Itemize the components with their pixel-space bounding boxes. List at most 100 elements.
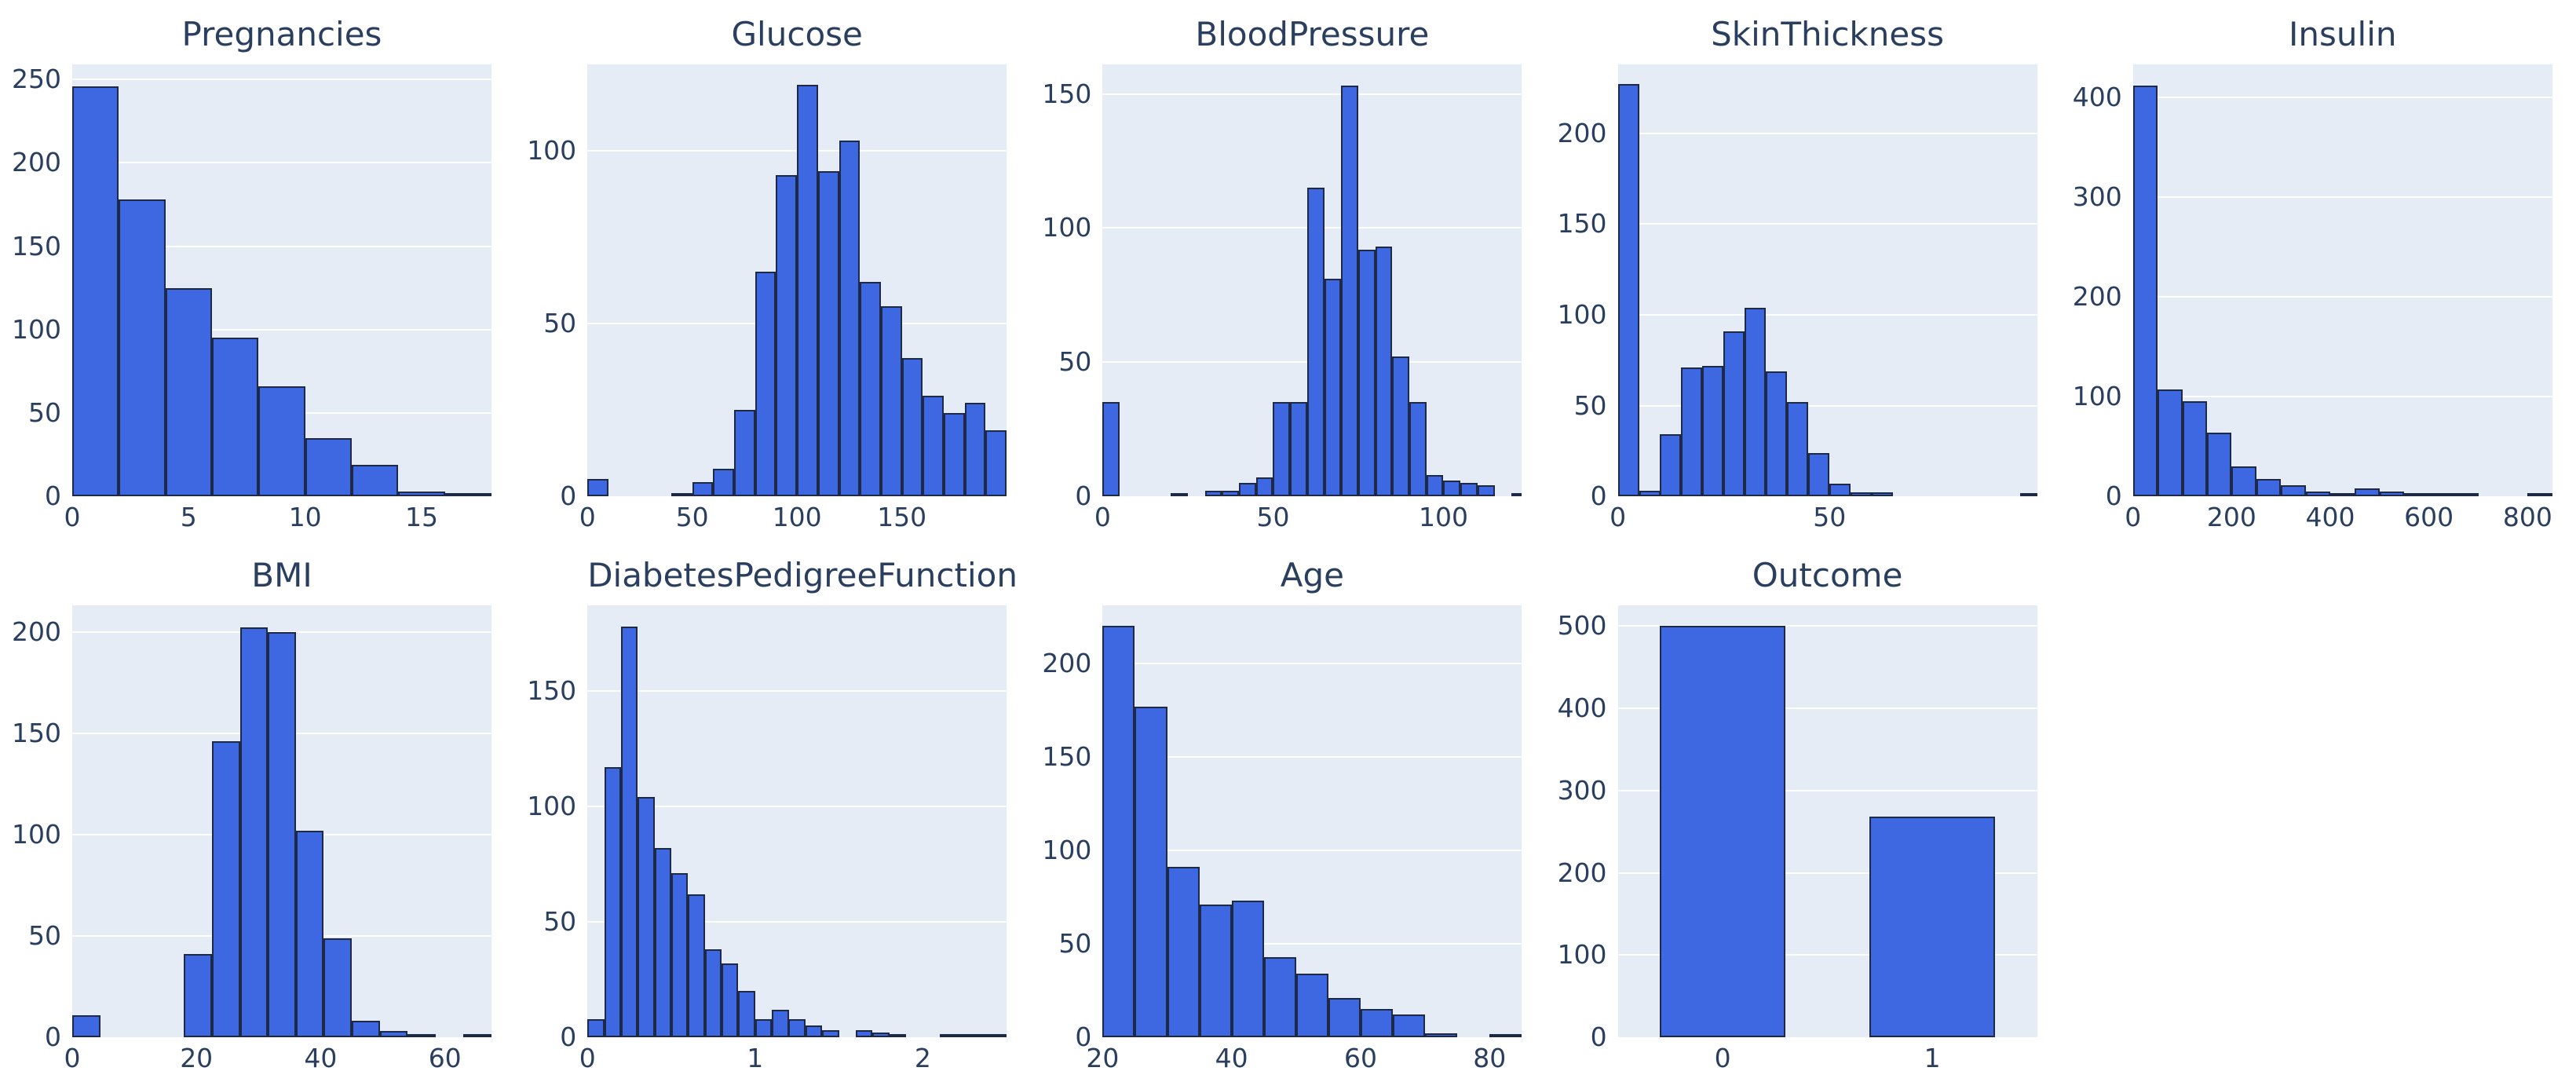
histogram-bar[interactable] bbox=[1681, 367, 1703, 496]
histogram-bar[interactable] bbox=[1392, 356, 1410, 496]
histogram-bar[interactable] bbox=[880, 306, 902, 496]
histogram-bar[interactable] bbox=[1231, 901, 1264, 1037]
histogram-bar[interactable] bbox=[985, 430, 1007, 496]
histogram-bar[interactable] bbox=[923, 396, 945, 496]
histogram-bar[interactable] bbox=[587, 479, 608, 496]
histogram-bar[interactable] bbox=[872, 1033, 890, 1037]
histogram-bar[interactable] bbox=[1255, 477, 1273, 496]
histogram-bar[interactable] bbox=[734, 410, 755, 496]
histogram-bar[interactable] bbox=[212, 338, 259, 496]
histogram-bar[interactable] bbox=[1375, 247, 1393, 496]
histogram-bar[interactable] bbox=[964, 403, 986, 496]
histogram-bar[interactable] bbox=[1425, 1033, 1458, 1037]
histogram-bar[interactable] bbox=[772, 1009, 789, 1037]
histogram-bar[interactable] bbox=[1851, 492, 1873, 496]
histogram-bar[interactable] bbox=[1393, 1014, 1426, 1037]
histogram-bar[interactable] bbox=[1409, 402, 1427, 496]
histogram-bar[interactable] bbox=[860, 282, 881, 496]
histogram-bar[interactable] bbox=[2182, 401, 2207, 496]
histogram-bar[interactable] bbox=[1199, 905, 1232, 1037]
histogram-bar[interactable] bbox=[2355, 488, 2380, 496]
histogram-bar[interactable] bbox=[839, 140, 860, 496]
histogram-bar[interactable] bbox=[2404, 493, 2429, 496]
histogram-bar[interactable] bbox=[939, 1034, 957, 1037]
histogram-bar[interactable] bbox=[165, 287, 212, 496]
histogram-bar[interactable] bbox=[1477, 485, 1495, 496]
histogram-bar[interactable] bbox=[1102, 626, 1135, 1037]
histogram-bar[interactable] bbox=[1222, 491, 1240, 496]
histogram-bar[interactable] bbox=[1617, 84, 1639, 496]
histogram-bar[interactable] bbox=[1723, 331, 1745, 496]
histogram-bar[interactable] bbox=[463, 1034, 491, 1037]
histogram-bar[interactable] bbox=[805, 1025, 823, 1037]
histogram-bar[interactable] bbox=[1460, 482, 1478, 496]
histogram-bar[interactable] bbox=[119, 199, 166, 496]
histogram-bar[interactable] bbox=[1167, 867, 1200, 1037]
histogram-bar[interactable] bbox=[184, 954, 212, 1037]
histogram-bar[interactable] bbox=[1324, 279, 1342, 496]
histogram-bar[interactable] bbox=[1766, 371, 1788, 496]
histogram-bar[interactable] bbox=[2305, 491, 2331, 496]
histogram-bar[interactable] bbox=[1204, 491, 1222, 496]
histogram-bar[interactable] bbox=[944, 413, 965, 496]
histogram-bar[interactable] bbox=[722, 963, 739, 1037]
histogram-bar[interactable] bbox=[1660, 434, 1682, 496]
histogram-bar[interactable] bbox=[1745, 307, 1767, 496]
histogram-bar[interactable] bbox=[1135, 706, 1167, 1037]
histogram-bar[interactable] bbox=[1341, 86, 1358, 496]
histogram-bar[interactable] bbox=[2206, 432, 2232, 496]
histogram-bar[interactable] bbox=[755, 272, 776, 496]
histogram-bar[interactable] bbox=[654, 847, 671, 1037]
histogram-bar[interactable] bbox=[776, 174, 798, 496]
histogram-bar[interactable] bbox=[2379, 491, 2405, 496]
histogram-bar[interactable] bbox=[956, 1034, 974, 1037]
histogram-bar[interactable] bbox=[352, 1021, 380, 1037]
histogram-bar[interactable] bbox=[1171, 493, 1188, 496]
histogram-bar[interactable] bbox=[713, 468, 735, 496]
histogram-bar[interactable] bbox=[258, 386, 305, 496]
histogram-bar[interactable] bbox=[239, 627, 269, 1037]
histogram-bar[interactable] bbox=[822, 1030, 839, 1037]
histogram-bar[interactable] bbox=[2428, 493, 2454, 496]
histogram-bar[interactable] bbox=[620, 626, 638, 1037]
histogram-bar[interactable] bbox=[1787, 401, 1809, 496]
histogram-bar[interactable] bbox=[692, 482, 714, 496]
histogram-bar[interactable] bbox=[212, 741, 240, 1037]
histogram-bar[interactable] bbox=[268, 631, 296, 1037]
histogram-bar[interactable] bbox=[989, 1034, 1007, 1037]
histogram-bar[interactable] bbox=[670, 873, 689, 1037]
histogram-bar[interactable] bbox=[379, 1031, 408, 1037]
histogram-bar[interactable] bbox=[670, 492, 692, 496]
histogram-bar[interactable] bbox=[1239, 482, 1256, 496]
histogram-bar[interactable] bbox=[1489, 1034, 1522, 1037]
histogram-bar[interactable] bbox=[604, 766, 621, 1037]
histogram-bar[interactable] bbox=[2281, 485, 2306, 496]
histogram-bar[interactable] bbox=[2158, 389, 2183, 496]
histogram-bar[interactable] bbox=[2019, 493, 2037, 496]
histogram-bar[interactable] bbox=[855, 1030, 873, 1037]
histogram-bar[interactable] bbox=[817, 171, 839, 496]
histogram-bar[interactable] bbox=[1808, 452, 1830, 496]
histogram-bar[interactable] bbox=[295, 830, 324, 1037]
histogram-bar[interactable] bbox=[1273, 402, 1291, 496]
histogram-bar[interactable] bbox=[1263, 956, 1296, 1037]
histogram-bar[interactable] bbox=[323, 938, 352, 1037]
histogram-bar[interactable] bbox=[2454, 493, 2479, 496]
histogram-bar[interactable] bbox=[901, 358, 923, 496]
histogram-bar[interactable] bbox=[738, 991, 755, 1037]
histogram-bar[interactable] bbox=[797, 85, 818, 496]
bar[interactable] bbox=[1869, 817, 1996, 1037]
histogram-bar[interactable] bbox=[305, 437, 352, 496]
histogram-bar[interactable] bbox=[1360, 1009, 1394, 1037]
histogram-bar[interactable] bbox=[72, 1014, 100, 1037]
histogram-bar[interactable] bbox=[2527, 493, 2552, 496]
histogram-bar[interactable] bbox=[973, 1034, 990, 1037]
histogram-bar[interactable] bbox=[1511, 493, 1522, 496]
histogram-bar[interactable] bbox=[2132, 85, 2158, 496]
histogram-bar[interactable] bbox=[2256, 479, 2282, 496]
bar[interactable] bbox=[1659, 626, 1786, 1037]
histogram-bar[interactable] bbox=[1829, 483, 1851, 496]
histogram-bar[interactable] bbox=[688, 894, 705, 1037]
histogram-bar[interactable] bbox=[788, 1018, 806, 1037]
histogram-bar[interactable] bbox=[1426, 474, 1444, 496]
